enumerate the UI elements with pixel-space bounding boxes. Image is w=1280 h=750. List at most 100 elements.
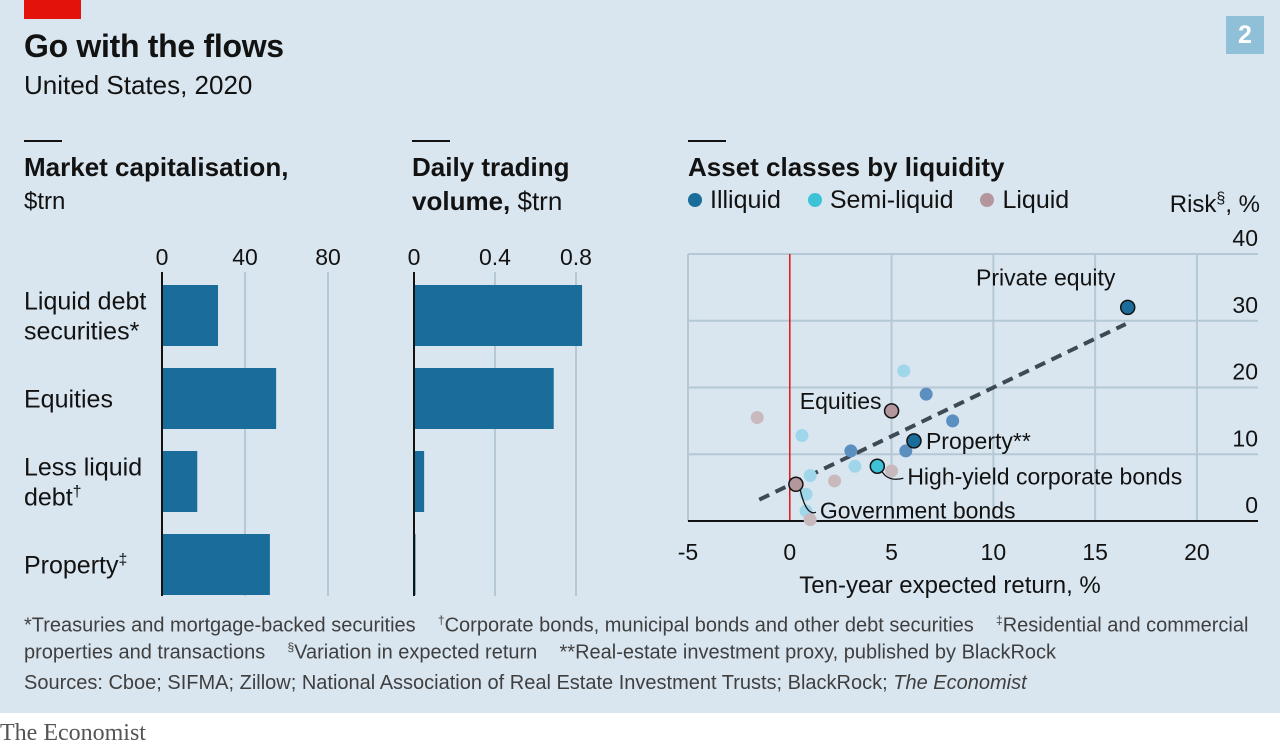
scatter-x-tick-label: 20	[1184, 539, 1210, 565]
scatter-y-tick-label: 40	[1232, 225, 1258, 251]
highlight-point	[1119, 299, 1136, 316]
category-label: Liquid debt securities*	[24, 288, 146, 346]
point-label: Government bonds	[820, 497, 1016, 523]
label-leader-line	[880, 469, 904, 480]
scatter-point-illiquid	[919, 387, 933, 401]
category-label-line1: Less liquid	[24, 454, 142, 482]
scatter-y-tick-label: 0	[1245, 492, 1258, 518]
trading-bar	[414, 451, 425, 512]
legend-label-illiquid: Illiquid	[710, 186, 781, 214]
label-leader-line	[799, 488, 817, 514]
point-label: Private equity	[976, 264, 1116, 290]
highlight-point	[906, 433, 922, 449]
footnote-real-estate: **Real-estate investment proxy, publishe…	[559, 641, 1057, 664]
mcap-bar	[162, 534, 270, 595]
y-label-main: Risk	[1170, 191, 1218, 218]
scatter-point-illiquid	[946, 414, 960, 428]
category-label-line1: Property	[24, 552, 119, 580]
category-label-sup: †	[73, 484, 82, 501]
trading-title-line1: Daily trading	[412, 152, 570, 182]
panel-rule-market-cap	[24, 140, 62, 142]
category-label: Property‡	[24, 552, 127, 580]
footnote-corporate: Corporate bonds, municipal bonds and oth…	[444, 614, 974, 637]
scatter-y-tick-label: 10	[1232, 425, 1258, 451]
scatter-point-semi-liquid	[795, 429, 809, 443]
category-label-line1: Equities	[24, 386, 113, 414]
y-label-unit: , %	[1225, 191, 1260, 218]
highlight-point	[788, 476, 804, 493]
scatter-y-tick-label: 20	[1232, 359, 1258, 385]
sources-italic: The Economist	[893, 672, 1027, 694]
scatter-x-axis-label: Ten-year expected return, %	[799, 572, 1101, 599]
scatter-point-liquid	[885, 464, 899, 478]
legend-item-liquid: Liquid	[980, 186, 1069, 214]
legend-dot-semi-liquid	[807, 193, 822, 207]
scatter-point-illiquid	[899, 444, 913, 458]
chart-title: Go with the flows	[24, 28, 284, 64]
trading-tick-label: 0.8	[560, 244, 592, 270]
economist-brand: The Economist	[0, 720, 146, 746]
scatter-point-semi-liquid	[848, 459, 862, 473]
footnotes-line1: *Treasuries and mortgage-backed securiti…	[24, 613, 1248, 638]
mcap-bar	[162, 285, 219, 346]
trading-title-volume: volume,	[412, 186, 511, 216]
scatter-x-tick-label: 10	[981, 539, 1007, 565]
scatter-point-liquid	[750, 411, 764, 425]
footnote-variation: Variation in expected return	[294, 641, 538, 664]
chart-number-badge: 2	[1226, 16, 1264, 54]
mcap-tick-label: 80	[315, 244, 341, 270]
category-label-line2: debt	[24, 484, 73, 512]
scatter-x-tick-label: -5	[678, 539, 698, 565]
trading-bar	[414, 285, 583, 346]
legend-item-illiquid: Illiquid	[688, 186, 781, 214]
scatter-y-tick-label: 30	[1232, 292, 1258, 318]
charts-svg: 0 40 80 Liquid debt securities* Equities Less …	[24, 190, 1260, 599]
category-label-sup: ‡	[118, 552, 127, 569]
liquidity-title: Asset classes by liquidity	[688, 152, 1005, 182]
footnote-sup-dagger: †	[437, 613, 445, 627]
footnotes-line2: properties and transactions §Variation i…	[24, 640, 1056, 665]
point-label: Equities	[800, 388, 882, 414]
market-cap-title: Market capitalisation,	[24, 152, 289, 182]
trend-line	[758, 322, 1127, 502]
scatter-point-illiquid	[844, 444, 858, 458]
economist-red-tag	[24, 0, 81, 19]
footnote-properties: properties and transactions	[24, 641, 266, 664]
footnote-treasuries: *Treasuries and mortgage-backed securiti…	[24, 614, 416, 637]
scatter-y-axis-label: Risk§, %	[1170, 190, 1260, 218]
panel-rule-liquidity	[688, 140, 726, 142]
scatter-point-liquid	[803, 513, 817, 527]
y-label-sup: §	[1216, 190, 1225, 207]
legend-label-semi-liquid: Semi-liquid	[829, 186, 954, 214]
category-label: Less liquid debt†	[24, 454, 142, 512]
trading-bar	[414, 368, 554, 429]
scatter-point-liquid	[828, 474, 842, 488]
legend-label-liquid: Liquid	[1002, 186, 1070, 214]
point-label: High-yield corporate bonds	[907, 463, 1182, 489]
trading-unit: $trn	[517, 186, 563, 216]
legend-dot-illiquid	[688, 193, 702, 207]
footnote-sup-section: §	[287, 640, 295, 654]
trading-title-line2: volume, $trn	[412, 184, 562, 218]
footnote-sup-ddagger: ‡	[996, 613, 1003, 627]
footnote-residential: Residential and commercial	[1002, 614, 1249, 637]
highlight-point	[883, 403, 900, 419]
point-label: Property**	[926, 428, 1031, 454]
category-label-line1: Liquid debt	[24, 288, 146, 316]
scatter-point-semi-liquid	[897, 364, 911, 378]
mcap-bar	[162, 368, 277, 429]
trading-tick-label: 0.4	[479, 244, 511, 270]
highlight-point	[869, 458, 886, 475]
chart-subtitle: United States, 2020	[24, 70, 253, 100]
legend-dot-liquid	[980, 193, 995, 207]
scatter-point-semi-liquid	[803, 469, 817, 483]
category-label-line2: securities*	[24, 318, 140, 346]
mcap-tick-label: 40	[232, 244, 258, 270]
mcap-bar	[162, 451, 198, 512]
liquidity-legend: Illiquid Semi-liquid Liquid	[688, 186, 1089, 215]
scatter-x-tick-label: 0	[783, 539, 796, 565]
legend-item-semi-liquid: Semi-liquid	[807, 186, 954, 214]
panel-rule-trading	[412, 140, 450, 142]
market-cap-unit: $trn	[24, 188, 66, 215]
scatter-x-tick-label: 5	[885, 539, 898, 565]
